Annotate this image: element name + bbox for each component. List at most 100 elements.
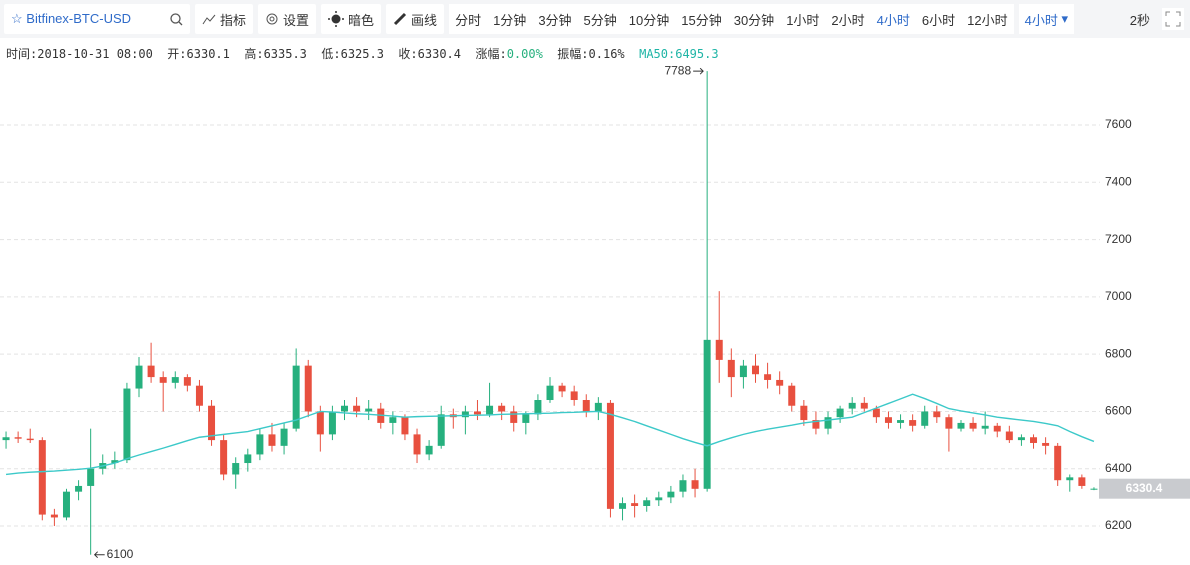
candle-body <box>872 408 880 418</box>
period-button[interactable]: 5分钟 <box>583 12 617 28</box>
draw-button[interactable]: 画线 <box>386 4 445 34</box>
candle-body <box>280 428 288 446</box>
candle-body <box>38 440 46 515</box>
candle-body <box>909 420 917 426</box>
ma-line <box>5 393 1095 476</box>
candle-body <box>703 339 711 489</box>
period-list: 分时 1分钟 3分钟 5分钟 10分钟 15分钟 30分钟 1小时 2小时 4小时 6小时 12小时 <box>449 4 1014 34</box>
period-button[interactable]: 分时 <box>455 12 482 28</box>
label: 指标 <box>220 12 247 28</box>
candle-body <box>87 468 95 486</box>
candle-body <box>679 480 687 492</box>
label: 设置 <box>283 12 310 28</box>
label: 振幅: <box>557 47 589 61</box>
candle-body <box>123 388 131 461</box>
candle-body <box>969 422 977 429</box>
label: 低: <box>321 47 341 61</box>
dark-button[interactable]: 暗色 <box>321 4 382 34</box>
candle-body <box>1066 477 1074 481</box>
candle-body <box>788 385 796 406</box>
period-button[interactable]: 3分钟 <box>538 12 572 28</box>
y-tick-label: 6600 <box>1105 404 1132 418</box>
candle-body <box>993 425 1001 432</box>
candle-body <box>800 405 808 421</box>
symbol-search[interactable]: ☆ Bitfinex-BTC-USD <box>4 4 190 34</box>
candle-body <box>546 385 554 401</box>
candle-body <box>256 434 264 455</box>
period-button[interactable]: 4小时 <box>876 12 910 28</box>
period-button[interactable]: 15分钟 <box>681 12 722 28</box>
chart: 6200 6400 6600 6800 7000 7200 7400 7600 7788 6100… <box>0 63 1190 561</box>
candle-body <box>268 434 276 446</box>
label: 收: <box>398 47 418 61</box>
fullscreen-button[interactable] <box>1162 8 1184 30</box>
candle-body <box>159 377 167 383</box>
arrow <box>693 67 704 75</box>
period-button[interactable]: 2小时 <box>831 12 865 28</box>
y-tick-label: 7200 <box>1105 232 1132 246</box>
candle-body <box>594 402 602 412</box>
arrow <box>93 551 105 559</box>
label: 开: <box>167 47 187 61</box>
candle-body <box>220 440 228 475</box>
refresh: 2秒 <box>1130 8 1184 30</box>
period-button[interactable]: 1小时 <box>786 12 820 28</box>
settings-button[interactable]: 设置 <box>258 4 317 34</box>
candle-body <box>534 400 542 415</box>
candle-body <box>606 402 614 509</box>
candle-body <box>824 417 832 429</box>
candle-body <box>14 437 22 439</box>
current-price: 6330.4 <box>1126 481 1163 495</box>
candle-body <box>1078 477 1086 486</box>
candle-body <box>401 417 409 435</box>
candle-body <box>897 420 905 423</box>
value: 2018-10-31 08:00 <box>37 47 153 61</box>
period-button[interactable]: 12小时 <box>967 12 1008 28</box>
icon <box>328 11 345 27</box>
candle-body <box>691 480 699 489</box>
candle-body <box>328 411 336 435</box>
candle-body <box>739 365 747 378</box>
period-button[interactable]: 10分钟 <box>628 12 670 28</box>
candle-body <box>1017 437 1025 441</box>
candle-body <box>461 411 469 418</box>
candle-body <box>1090 488 1098 490</box>
candle-body <box>365 408 373 412</box>
candle-body <box>244 454 252 464</box>
candle-body <box>727 359 735 378</box>
candle-body <box>26 438 34 441</box>
info-bar: 时间:2018-10-31 08:00 开:6330.1 高:6335.3 低:… <box>6 45 719 62</box>
candle-body <box>413 434 421 455</box>
candle-body <box>304 365 312 412</box>
candle-body <box>836 408 844 418</box>
period-select[interactable]: 4小时 ▾ <box>1018 4 1074 34</box>
icon <box>393 12 407 26</box>
candle-body <box>2 437 10 441</box>
value: 6325.3 <box>340 47 384 61</box>
y-tick-label: 7400 <box>1105 174 1132 188</box>
candle-body <box>715 339 723 360</box>
period-button[interactable]: 6小时 <box>921 12 956 28</box>
icon <box>202 14 216 25</box>
candle-body <box>171 377 179 383</box>
label: 画线 <box>411 12 438 28</box>
value: 6330.4 <box>417 47 462 61</box>
search-icon <box>170 12 183 25</box>
candle-body <box>933 411 941 418</box>
value: 6495.3 <box>675 47 719 61</box>
period-button[interactable]: 1分钟 <box>493 12 527 28</box>
candle-body <box>486 405 494 415</box>
candle-body <box>341 405 349 412</box>
candle-body <box>75 485 83 492</box>
y-tick-label: 6200 <box>1105 518 1132 532</box>
candle-body <box>884 417 892 423</box>
candle-body <box>425 445 433 455</box>
candle-body <box>183 377 191 386</box>
label: 4小时 <box>1024 12 1058 28</box>
period-button[interactable]: 30分钟 <box>733 12 775 28</box>
candle-body <box>848 402 856 409</box>
candle-body <box>232 463 240 475</box>
max-label: 7788 <box>664 63 691 77</box>
indicator-button[interactable]: 指标 <box>195 4 254 34</box>
